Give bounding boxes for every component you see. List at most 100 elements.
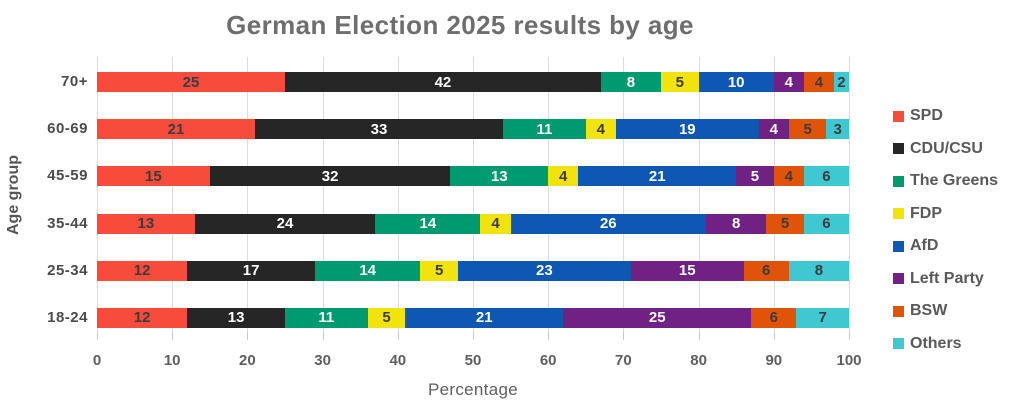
bar-segment: 14 — [315, 260, 421, 281]
legend-item: FDP — [893, 203, 998, 225]
gridline — [322, 57, 324, 332]
chart-title: German Election 2025 results by age — [226, 10, 694, 40]
legend-item: SPD — [893, 105, 998, 127]
bar-segment: 25 — [97, 72, 285, 92]
axis-tick — [473, 332, 474, 340]
bar-segment: 3 — [826, 119, 849, 140]
y-category-label: 45-59 — [47, 167, 88, 185]
gridline — [773, 57, 775, 332]
x-tick-label: 100 — [836, 352, 862, 369]
x-tick-label: 30 — [314, 352, 331, 369]
bar-segment: 21 — [97, 119, 255, 140]
legend-swatch — [893, 273, 904, 284]
bar-segment: 6 — [743, 260, 789, 281]
legend-label: Left Party — [910, 269, 984, 287]
gridline — [623, 57, 625, 332]
bar-segment: 8 — [600, 72, 661, 92]
legend-item: Left Party — [893, 268, 998, 290]
gridline — [247, 57, 249, 332]
bar-segment: 13 — [187, 307, 285, 328]
gridline — [698, 57, 700, 332]
gridline — [473, 57, 474, 332]
bar-segment: 5 — [736, 166, 774, 187]
bar-segment: 24 — [194, 213, 376, 234]
legend-label: CDU/CSU — [910, 139, 983, 157]
bar-segment: 11 — [503, 119, 586, 140]
bar-segment: 17 — [187, 260, 316, 281]
bar-segment: 8 — [788, 260, 849, 281]
axis-tick — [698, 332, 700, 340]
gridline — [397, 57, 399, 332]
x-axis-ticks — [97, 332, 850, 340]
bar-segment: 5 — [367, 307, 406, 328]
axis-tick — [773, 332, 775, 340]
bar-segment: 12 — [97, 260, 188, 281]
legend-swatch — [893, 143, 904, 154]
y-axis-labels: 70+ 60-69 45-59 35-44 25-34 18-24 — [14, 72, 88, 328]
x-tick-label: 70 — [615, 352, 632, 369]
y-category-label: 18-24 — [47, 308, 88, 326]
bar-segment: 23 — [457, 260, 631, 281]
bar-segment: 5 — [660, 72, 699, 92]
axis-tick — [97, 332, 98, 340]
bar-row: 12 13 11 5 21 25 6 7 — [97, 307, 849, 328]
y-category-label: 60-69 — [47, 120, 88, 138]
bar-segment: 15 — [630, 260, 744, 281]
bar-segment: 13 — [450, 166, 549, 187]
gridlines-layer — [97, 57, 850, 332]
bar-row: 12 17 14 5 23 15 6 8 — [97, 260, 849, 281]
bar-segment: 4 — [480, 213, 511, 234]
legend-label: BSW — [910, 302, 948, 319]
bar-segment: 42 — [285, 72, 601, 92]
axis-tick — [397, 332, 399, 340]
gridline — [548, 57, 550, 332]
x-tick-label: 20 — [239, 352, 256, 369]
bar-segment: 32 — [209, 166, 451, 187]
bar-segment: 6 — [803, 213, 849, 234]
bar-segment: 26 — [510, 213, 707, 234]
bar-segment: 8 — [706, 213, 767, 234]
bar-segment: 11 — [284, 307, 368, 328]
bar-segment: 14 — [375, 213, 481, 234]
bar-segment: 7 — [796, 307, 849, 328]
x-tick-label: 50 — [464, 352, 482, 369]
x-axis-tick-labels: 0 10 20 30 40 50 60 70 80 90 100 — [93, 352, 862, 370]
x-tick-label: 10 — [163, 352, 181, 369]
legend: SPD CDU/CSU The Greens FDP AfD Left Party BSW O… — [893, 105, 998, 355]
axis-tick — [623, 332, 625, 340]
legend-swatch — [893, 208, 904, 219]
legend-swatch — [893, 305, 904, 317]
gridline — [172, 57, 174, 332]
bar-segment: 4 — [803, 72, 834, 92]
legend-item: AfD — [893, 235, 998, 257]
bar-row: 25 42 8 5 10 4 4 2 — [97, 72, 849, 92]
bar-segment: 13 — [97, 213, 195, 234]
axis-tick — [172, 332, 174, 340]
bar-segment: 2 — [833, 72, 849, 92]
bar-row: 21 33 11 4 19 4 5 3 — [97, 119, 849, 140]
bar-segment: 4 — [585, 119, 616, 140]
bar-segment: 19 — [615, 119, 759, 140]
legend-label: The Greens — [910, 172, 999, 189]
bar-segment: 5 — [420, 260, 458, 281]
legend-swatch — [893, 240, 904, 252]
axis-tick — [548, 332, 550, 340]
bar-segment: 6 — [803, 166, 849, 187]
bar-row: 13 24 14 4 26 8 5 6 — [97, 213, 849, 234]
bar-row: 15 32 13 4 21 5 4 6 — [97, 166, 849, 187]
axis-tick — [322, 332, 324, 340]
legend-item: BSW — [893, 300, 998, 322]
axis-tick — [849, 332, 850, 340]
bar-segment: 33 — [254, 119, 504, 140]
axis-tick — [247, 332, 249, 340]
x-tick-label: 80 — [690, 352, 707, 369]
plot-area: 25 42 8 5 10 4 4 2 21 33 11 4 19 4 5 3 15 32 13 4 21 5 4 6 13 24 1… — [97, 72, 849, 328]
bar-segment: 4 — [548, 166, 579, 187]
legend-item: CDU/CSU — [893, 138, 998, 160]
y-category-label: 35-44 — [47, 214, 88, 232]
legend-label: Others — [910, 334, 962, 352]
bar-segment: 4 — [773, 166, 804, 187]
bar-segment: 15 — [97, 166, 210, 187]
bar-segment: 6 — [751, 307, 797, 328]
